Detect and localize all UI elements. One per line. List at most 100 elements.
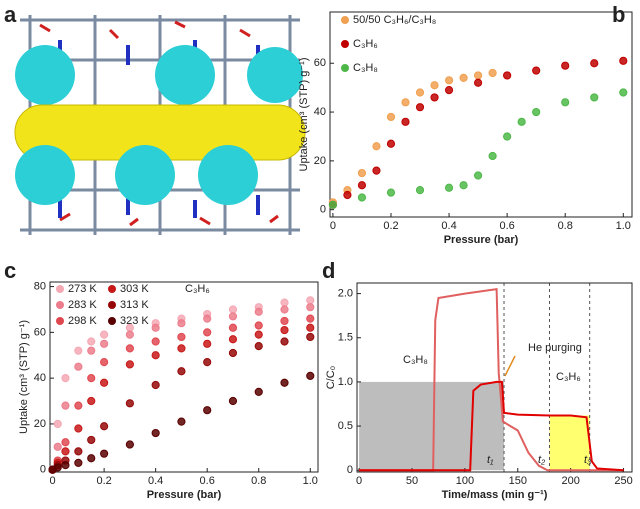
- plot-frame: [329, 11, 633, 218]
- data-point: [343, 190, 352, 200]
- data-point: [228, 323, 238, 332]
- data-point: [228, 305, 238, 314]
- data-point: [386, 139, 396, 148]
- data-point: [87, 435, 96, 445]
- plot-frame: [49, 281, 319, 473]
- data-point: [254, 330, 263, 339]
- x-tick-label: 0.6: [200, 475, 215, 487]
- legend-label: 298 K: [68, 315, 97, 327]
- data-point: [100, 339, 109, 348]
- data-point: [503, 71, 512, 80]
- data-point: [372, 142, 381, 151]
- data-point: [488, 151, 497, 161]
- data-point: [100, 378, 109, 387]
- y-tick-label: 0: [347, 464, 353, 476]
- data-point: [177, 332, 186, 342]
- panel-label: d: [322, 258, 335, 283]
- data-point: [61, 447, 70, 456]
- data-point: [125, 330, 134, 339]
- data-point: [517, 117, 526, 126]
- data-point: [532, 66, 541, 75]
- data-point: [53, 463, 62, 472]
- data-point: [125, 360, 134, 369]
- data-point: [386, 112, 396, 122]
- y-tick-label: 1.0: [338, 376, 353, 388]
- annotation: C₃H₆: [185, 283, 210, 295]
- data-point: [430, 81, 439, 90]
- panel-label: b: [612, 2, 625, 27]
- x-tick-label: 0: [356, 475, 362, 487]
- data-point: [87, 454, 96, 463]
- legend-label: 50/50 C₃H₆/C₃H₈: [353, 14, 436, 26]
- x-tick-label: 0.2: [96, 475, 111, 487]
- data-point: [473, 71, 483, 80]
- data-point: [177, 344, 186, 353]
- y-tick-label: 40: [34, 372, 46, 384]
- legend-label: 303 K: [120, 283, 149, 295]
- data-point: [306, 371, 315, 380]
- y-tick-label: 20: [34, 418, 46, 430]
- data-point: [561, 61, 570, 70]
- data-point: [74, 458, 83, 467]
- y-axis-label: Uptake (cm³ (STP) g⁻¹): [298, 58, 310, 172]
- data-point: [203, 314, 212, 323]
- legend-marker: [341, 64, 349, 72]
- annotation: t₁: [487, 454, 494, 466]
- data-point: [401, 117, 410, 126]
- data-point: [177, 417, 186, 426]
- panel-label: c: [4, 258, 16, 283]
- data-point: [74, 362, 83, 371]
- data-point: [444, 85, 454, 95]
- data-point: [87, 396, 96, 406]
- data-point: [415, 88, 425, 97]
- data-point: [415, 103, 425, 112]
- data-point: [372, 166, 381, 175]
- data-point: [357, 181, 367, 190]
- data-point: [280, 316, 289, 326]
- y-tick-label: 40: [314, 106, 326, 118]
- data-point: [280, 337, 289, 346]
- legend-marker: [56, 285, 64, 293]
- legend-label: C₃H₆: [353, 38, 378, 50]
- plot-frame: [356, 282, 633, 473]
- legend-marker: [108, 317, 116, 325]
- x-tick-label: 50: [406, 475, 418, 487]
- data-point: [415, 186, 425, 195]
- annotation-arrow: [504, 355, 516, 377]
- data-point: [459, 73, 468, 82]
- data-point: [254, 307, 263, 316]
- legend-label: 283 K: [68, 299, 97, 311]
- data-point: [306, 296, 315, 305]
- data-point: [503, 132, 512, 141]
- x-axis-label: Pressure (bar): [444, 234, 519, 246]
- x-axis-label: Time/mass (min g⁻¹): [442, 489, 548, 501]
- x-tick-label: 0.4: [148, 475, 163, 487]
- data-point: [328, 200, 338, 209]
- legend-label: 273 K: [68, 283, 97, 295]
- data-point: [53, 442, 62, 451]
- data-point: [280, 325, 289, 335]
- data-point: [87, 346, 96, 355]
- y-tick-label: 80: [34, 280, 46, 292]
- data-point: [306, 323, 315, 332]
- data-point: [532, 107, 541, 117]
- data-point: [61, 461, 70, 470]
- x-tick-label: 0: [50, 475, 56, 487]
- y-tick-label: 0: [40, 464, 46, 476]
- x-tick-label: 1.0: [303, 475, 318, 487]
- y-tick-label: 60: [314, 57, 326, 69]
- data-point: [254, 341, 263, 351]
- legend-marker: [108, 301, 116, 309]
- data-point: [254, 321, 263, 330]
- x-tick-label: 150: [509, 475, 527, 487]
- data-point: [125, 440, 134, 449]
- x-tick-label: 0.4: [441, 220, 456, 232]
- legend-label: C₃H₈: [353, 62, 378, 74]
- x-tick-label: 1.0: [616, 220, 631, 232]
- data-point: [280, 305, 289, 314]
- data-point: [473, 78, 483, 87]
- data-point: [203, 339, 212, 348]
- data-point: [357, 193, 367, 202]
- data-point: [151, 428, 160, 438]
- y-tick-label: 1.5: [338, 332, 353, 344]
